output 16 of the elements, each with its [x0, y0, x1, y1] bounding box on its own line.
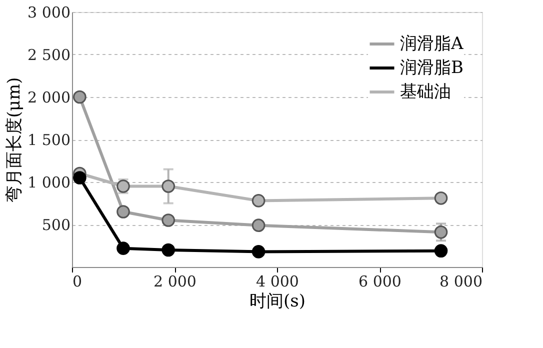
y-tick-label: 2 000 [28, 88, 70, 106]
x-tick-label: 4 000 [256, 272, 299, 290]
legend-label: 基础油 [400, 82, 451, 102]
x-tick-label: 8 000 [440, 272, 482, 290]
y-tick-label: 3 000 [28, 4, 70, 22]
y-tick-label: 500 [42, 216, 70, 234]
legend-label: 润滑脂A [400, 34, 464, 54]
x-axis-title: 时间(s) [250, 292, 306, 312]
x-tick-label: 6 000 [358, 272, 402, 290]
y-tick-label: 1 000 [28, 174, 70, 192]
y-tick-label: 2 500 [28, 46, 70, 64]
x-tick-label: 0 [72, 272, 82, 290]
y-axis-title: 弯月面长度(μm) [4, 77, 25, 203]
x-tick-label: 2 000 [154, 272, 196, 290]
y-tick-label: 1 500 [28, 131, 70, 149]
legend-label: 润滑脂B [400, 58, 464, 78]
